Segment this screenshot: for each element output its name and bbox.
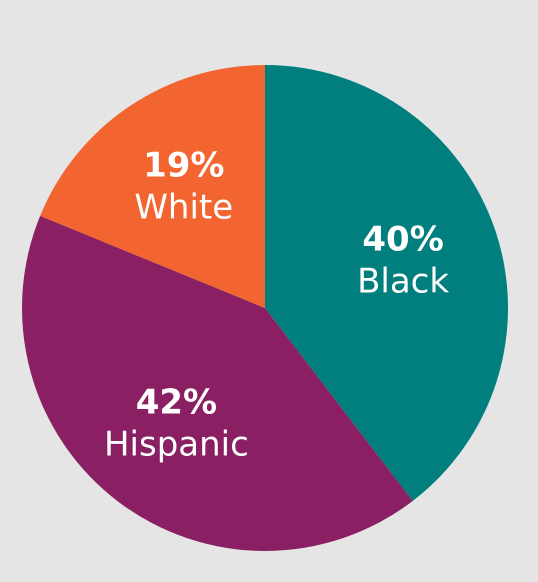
- slice-value-label: 40%: [362, 220, 443, 260]
- pie-slice: [265, 65, 508, 501]
- slice-category-label: Black: [357, 262, 449, 302]
- slice-value-label: 42%: [136, 382, 217, 422]
- slice-category-label: White: [134, 187, 233, 227]
- pie-slice: [22, 215, 413, 551]
- slice-value-label: 19%: [143, 145, 224, 185]
- slice-category-label: Hispanic: [104, 424, 249, 464]
- pie-slice: [40, 65, 266, 308]
